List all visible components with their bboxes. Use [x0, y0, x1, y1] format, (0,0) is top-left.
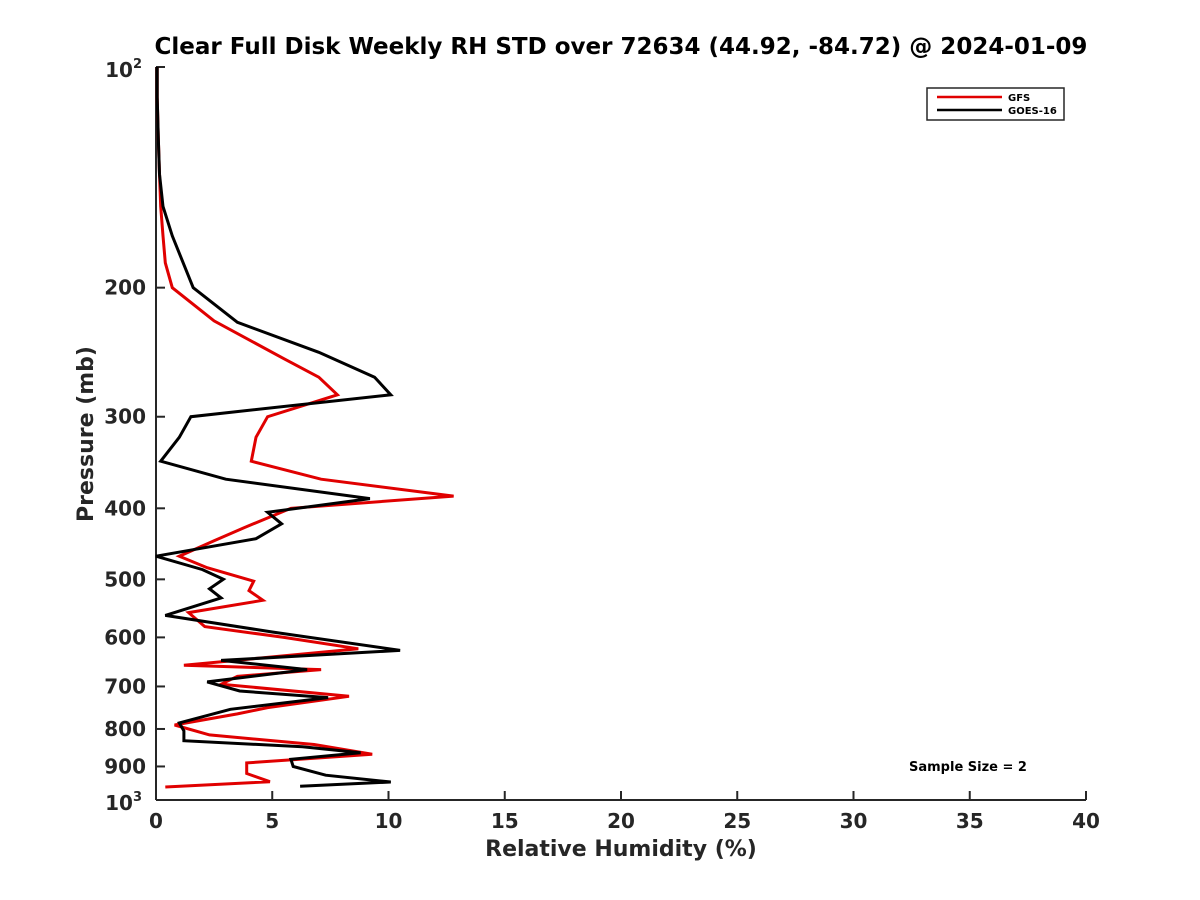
y-tick-label: 900 [104, 754, 146, 778]
series-lines [155, 67, 454, 789]
x-ticks: 0 5 10 15 20 25 30 35 40 [149, 791, 1100, 833]
x-tick-label: 30 [840, 809, 868, 833]
x-tick-label: 15 [491, 809, 519, 833]
series-line-goes-16 [155, 67, 401, 788]
y-tick-label: 600 [104, 625, 146, 649]
chart-title: Clear Full Disk Weekly RH STD over 72634… [155, 34, 1088, 60]
y-top-tick-label: 102 [105, 57, 142, 82]
y-tick-label: 500 [104, 567, 146, 591]
series-line-gfs [155, 67, 454, 789]
x-tick-label: 40 [1072, 809, 1100, 833]
x-tick-label: 0 [149, 809, 163, 833]
sample-size-annotation: Sample Size = 2 [909, 760, 1027, 775]
x-axis-label: Relative Humidity (%) [485, 837, 757, 862]
x-tick-label: 20 [607, 809, 635, 833]
x-tick-label: 5 [265, 809, 279, 833]
y-tick-label: 200 [104, 276, 146, 300]
x-tick-label: 10 [375, 809, 403, 833]
y-tick-label: 400 [104, 496, 146, 520]
x-tick-label: 35 [956, 809, 984, 833]
legend-label-gfs: GFS [1008, 93, 1030, 104]
y-tick-label: 800 [104, 717, 146, 741]
y-tick-label: 300 [104, 405, 146, 429]
legend-box [926, 87, 1065, 121]
y-ticks: 200 300 400 500 600 700 800 900 [104, 66, 165, 801]
y-tick-label: 700 [104, 674, 146, 698]
x-tick-label: 25 [723, 809, 751, 833]
y-axis-label: Pressure (mb) [74, 346, 99, 522]
y-bottom-tick-label: 103 [105, 790, 142, 815]
legend: GFS GOES-16 [926, 87, 1065, 121]
legend-label-goes16: GOES-16 [1008, 106, 1057, 117]
